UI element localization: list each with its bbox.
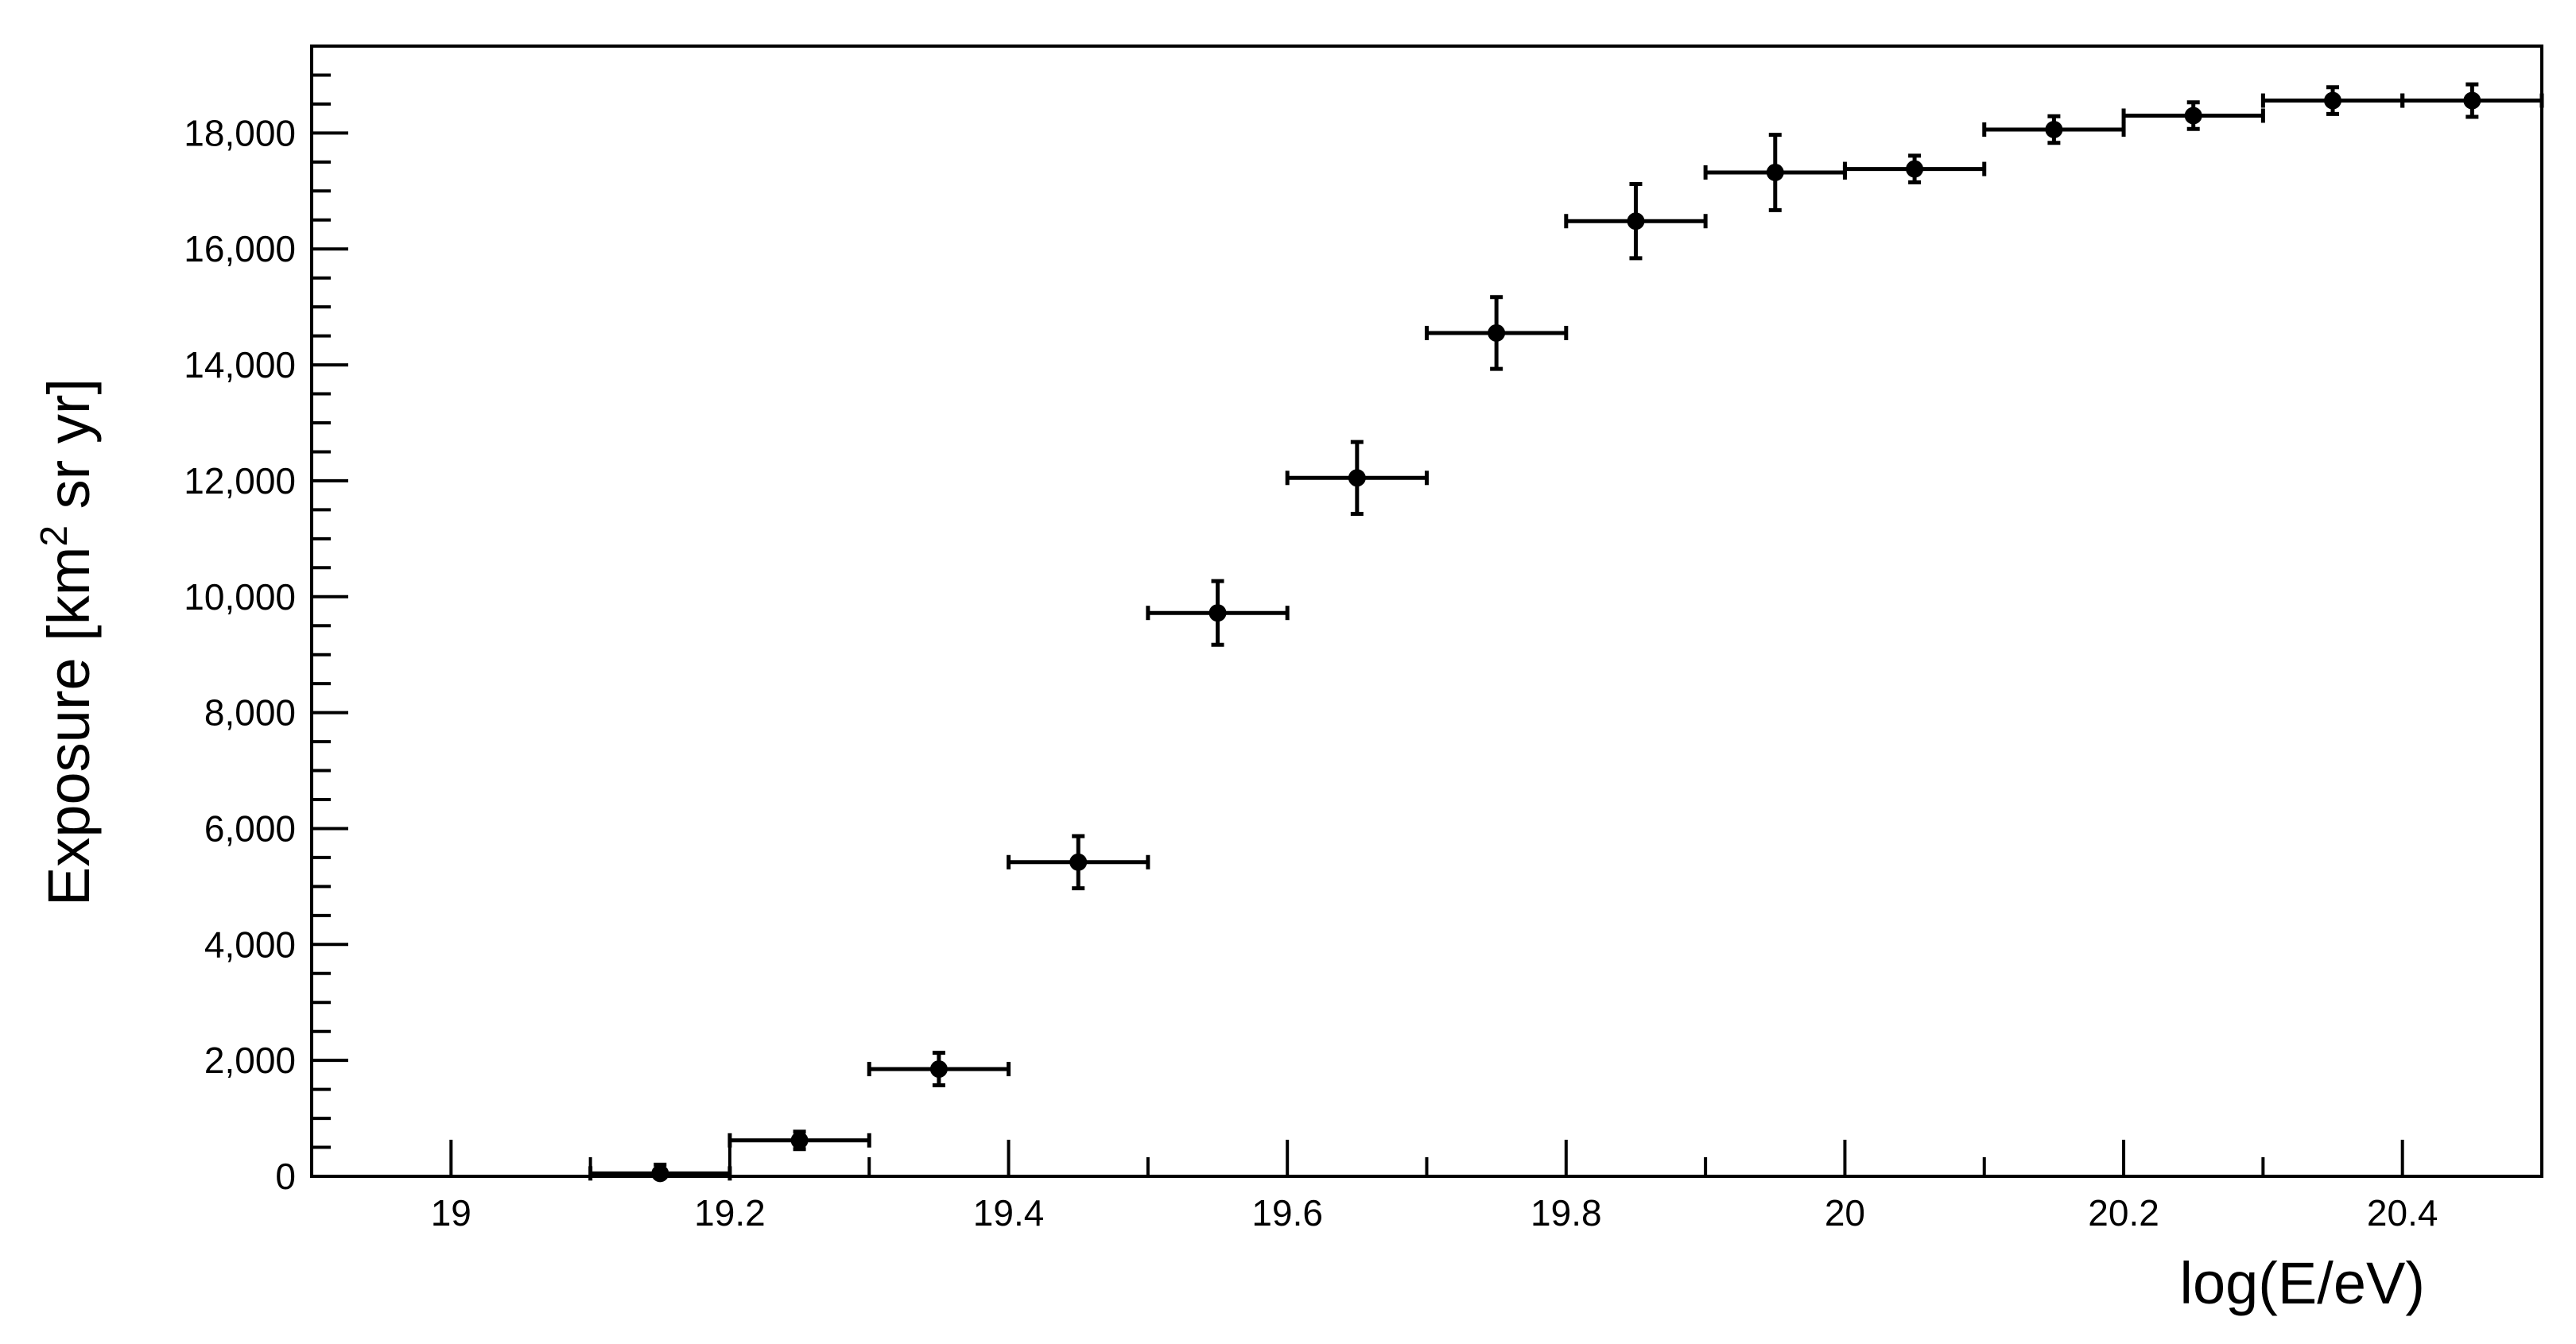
data-point-group — [1564, 182, 1708, 261]
y-tick-label: 18,000 — [184, 112, 296, 153]
data-point — [1766, 163, 1784, 181]
y-tick-label: 8,000 — [204, 692, 296, 734]
data-point — [1069, 853, 1088, 871]
data-point-group — [727, 1129, 871, 1152]
y-axis-title-superscript: 2 — [33, 525, 76, 547]
y-axis-title-rest: sr yr] — [36, 378, 102, 525]
x-tick-label: 19.8 — [1530, 1192, 1602, 1234]
data-point — [1627, 212, 1645, 230]
data-point — [790, 1131, 809, 1149]
y-tick-label: 6,000 — [204, 808, 296, 849]
x-tick-label: 20.4 — [2367, 1192, 2438, 1234]
y-axis-tick-labels: 0 2,000 4,000 6,000 8,000 10,000 12,000 14,000 1… — [184, 112, 296, 1197]
data-point — [1906, 160, 1924, 178]
x-tick-label: 19.6 — [1251, 1192, 1323, 1234]
data-point — [2324, 91, 2342, 110]
data-point — [1488, 323, 1506, 342]
data-point-group — [1146, 579, 1290, 647]
y-axis-title: Exposure [km2 sr yr] — [33, 378, 102, 906]
data-point-group — [588, 1162, 732, 1183]
x-tick-label: 19.4 — [973, 1192, 1045, 1234]
y-tick-label: 0 — [275, 1156, 296, 1197]
data-point-group — [1425, 295, 1569, 371]
data-point-group — [2260, 85, 2405, 116]
data-point-group — [1703, 133, 1847, 212]
data-point-group — [1285, 440, 1429, 516]
data-point — [2045, 121, 2063, 139]
y-tick-label: 2,000 — [204, 1040, 296, 1081]
y-axis-ticks — [312, 73, 348, 1178]
data-point — [1208, 604, 1227, 622]
y-tick-label: 12,000 — [184, 460, 296, 502]
data-point — [2463, 91, 2481, 110]
data-point-group — [867, 1051, 1011, 1088]
data-point — [2184, 107, 2202, 125]
x-tick-label: 19.2 — [694, 1192, 766, 1234]
y-tick-label: 4,000 — [204, 924, 296, 965]
y-axis-title-main: Exposure [km — [36, 547, 102, 906]
data-point — [929, 1060, 948, 1079]
data-point-group — [1982, 114, 2126, 145]
data-point-group — [1007, 834, 1150, 891]
x-tick-label: 19 — [431, 1192, 471, 1234]
x-axis-title: log(E/eV) — [2180, 1250, 2425, 1316]
data-point-group — [2121, 100, 2265, 131]
data-point — [1348, 469, 1366, 487]
data-point — [651, 1164, 669, 1183]
x-axis-ticks — [449, 1140, 2404, 1176]
x-tick-label: 20.2 — [2088, 1192, 2159, 1234]
y-tick-label: 10,000 — [184, 576, 296, 618]
y-tick-label: 14,000 — [184, 344, 296, 385]
x-axis-tick-labels: 19 19.2 19.4 19.6 19.8 20 20.2 20.4 — [431, 1192, 2438, 1234]
data-point-group — [2400, 82, 2544, 119]
x-tick-label: 20 — [1825, 1192, 1865, 1234]
plot-frame — [310, 45, 2543, 1178]
y-tick-label: 16,000 — [184, 228, 296, 269]
data-series — [588, 82, 2544, 1183]
data-point-group — [1842, 153, 1987, 184]
